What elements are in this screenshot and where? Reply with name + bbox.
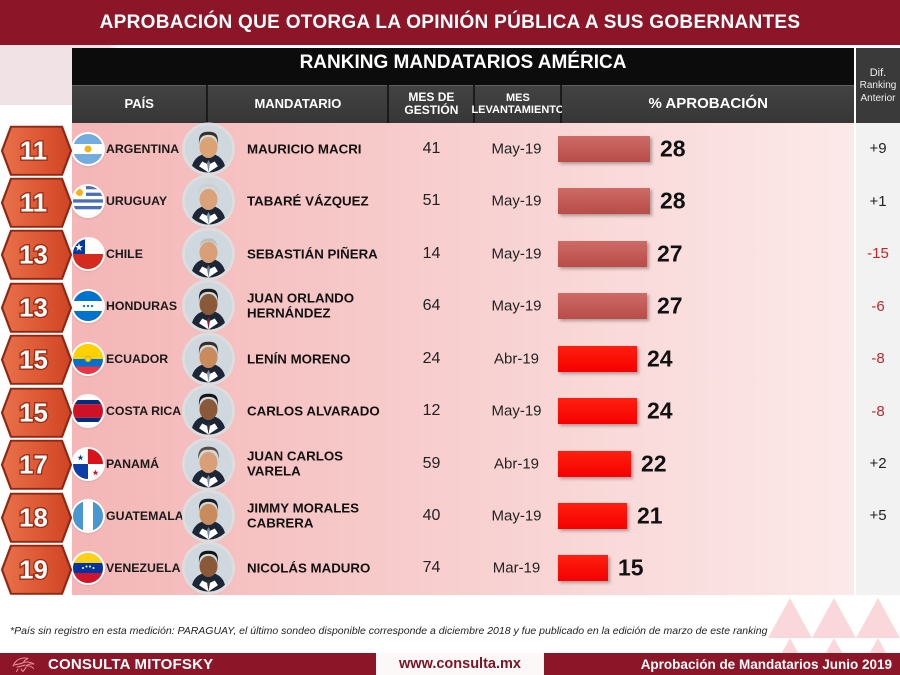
svg-text:15: 15 [19, 399, 48, 427]
svg-text:15: 15 [19, 347, 48, 375]
svg-text:13: 13 [19, 294, 48, 322]
svg-text:18: 18 [19, 504, 48, 532]
svg-text:11: 11 [20, 137, 47, 165]
svg-text:13: 13 [19, 242, 48, 270]
svg-text:19: 19 [19, 557, 48, 585]
svg-text:17: 17 [19, 452, 48, 480]
svg-text:11: 11 [20, 190, 47, 218]
